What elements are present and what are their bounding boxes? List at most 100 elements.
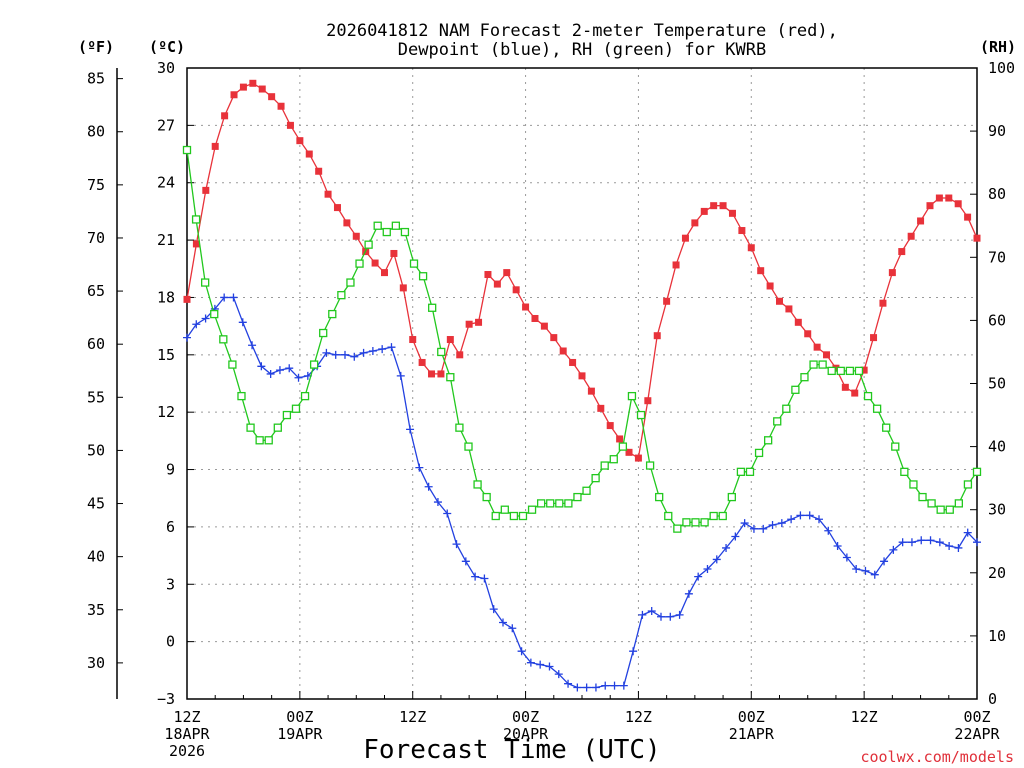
dewpoint-point: [517, 647, 526, 656]
dewpoint-point: [322, 348, 331, 357]
temperature-point: [239, 83, 247, 91]
dewpoint-point: [591, 683, 600, 692]
temperature-point: [183, 295, 191, 303]
rh-point: [391, 221, 401, 230]
rh-point: [373, 221, 382, 230]
rh-point: [536, 499, 546, 508]
rh-point: [600, 461, 609, 470]
celsius-tick-label: 9: [166, 461, 175, 479]
rh-tick-label: 10: [988, 627, 1006, 645]
rh-point: [618, 442, 628, 451]
temperature-point: [757, 267, 765, 275]
dewpoint-point: [963, 528, 972, 537]
x-tick-label: 2026: [169, 742, 205, 760]
temperature-point: [343, 219, 351, 227]
rh-point: [591, 473, 600, 483]
temperature-point: [813, 343, 821, 351]
temperature-line: [186, 82, 978, 460]
rh-point: [800, 373, 809, 382]
dewpoint-point: [824, 526, 833, 535]
dewpoint-point: [331, 350, 340, 359]
temperature-point: [221, 112, 229, 120]
rh-point: [482, 492, 491, 502]
axes-layer: 302724211815129630−385807570656055504540…: [87, 59, 1015, 760]
rh-tick-label: 0: [988, 690, 997, 708]
rh-point: [228, 360, 237, 369]
fahrenheit-tick-label: 75: [87, 176, 105, 194]
x-tick-label: 18APR: [164, 725, 210, 743]
dewpoint-line: [186, 296, 978, 689]
dewpoint-point: [768, 520, 777, 529]
dewpoint-point: [564, 679, 573, 688]
celsius-tick-label: 21: [157, 231, 175, 249]
dewpoint-point: [359, 348, 368, 357]
dewpoint-point: [740, 519, 749, 528]
rh-point: [291, 404, 301, 413]
rh-point: [246, 423, 255, 432]
rh-point: [282, 410, 292, 420]
celsius-unit-label: (ºC): [149, 38, 185, 56]
x-tick-label: 21APR: [729, 725, 775, 743]
temperature-point: [409, 336, 417, 344]
dewpoint-point: [945, 542, 954, 551]
x-tick-label: 00Z: [738, 708, 765, 726]
credit-text: coolwx.com/models: [860, 748, 1014, 766]
grid-layer: [187, 68, 977, 699]
temperature-point: [681, 234, 689, 242]
x-tick-label: 20APR: [503, 725, 549, 743]
temperature-point: [202, 186, 210, 194]
fahrenheit-tick-label: 70: [87, 229, 105, 247]
rh-point: [564, 499, 573, 508]
dewpoint-point: [889, 545, 898, 554]
temperature-point: [832, 364, 840, 372]
temperature-point: [700, 207, 708, 215]
temperature-point: [315, 167, 323, 175]
temperature-point: [597, 404, 605, 412]
rh-point: [727, 492, 736, 502]
temperature-point: [381, 269, 388, 277]
fahrenheit-tick-label: 35: [87, 601, 105, 619]
rh-point: [455, 423, 464, 432]
dewpoint-point: [248, 341, 257, 350]
rh-point: [718, 511, 727, 521]
dewpoint-point: [647, 607, 656, 616]
dewpoint-point: [926, 536, 935, 545]
temperature-point: [484, 271, 492, 279]
temperature-point: [841, 383, 849, 391]
dewpoint-point: [703, 564, 712, 573]
dewpoint-point: [192, 320, 201, 329]
celsius-tick-label: 3: [166, 575, 175, 593]
temperature-point: [870, 334, 878, 342]
temperature-point: [296, 137, 304, 145]
dewpoint-point: [973, 538, 981, 547]
temperature-point: [324, 190, 332, 198]
celsius-tick-label: 24: [157, 174, 175, 192]
temperature-point: [851, 389, 859, 397]
fahrenheit-tick-label: 40: [87, 548, 105, 566]
rh-point: [300, 391, 310, 401]
rh-point: [418, 272, 428, 281]
temperature-point: [935, 194, 943, 202]
temperature-point: [964, 213, 972, 221]
temperature-point: [888, 269, 896, 277]
rh-tick-label: 60: [988, 311, 1006, 329]
dewpoint-point: [508, 624, 517, 633]
dewpoint-point: [842, 553, 851, 562]
rh-point: [464, 442, 473, 451]
dewpoint-point: [220, 293, 229, 302]
chart-title-line2: Dewpoint (blue), RH (green) for KWRB: [398, 40, 766, 60]
rh-point: [818, 360, 827, 369]
temperature-point: [569, 358, 577, 366]
rh-point: [328, 309, 337, 319]
dewpoint-point: [341, 350, 349, 359]
rh-point: [237, 391, 246, 401]
dewpoint-point: [350, 352, 359, 361]
rh-point: [582, 486, 591, 495]
temperature-point: [663, 297, 671, 305]
temperature-point: [399, 284, 407, 292]
fahrenheit-unit-label: (ºF): [78, 38, 114, 56]
fahrenheit-tick-label: 30: [87, 654, 105, 672]
rh-tick-label: 20: [988, 564, 1006, 582]
